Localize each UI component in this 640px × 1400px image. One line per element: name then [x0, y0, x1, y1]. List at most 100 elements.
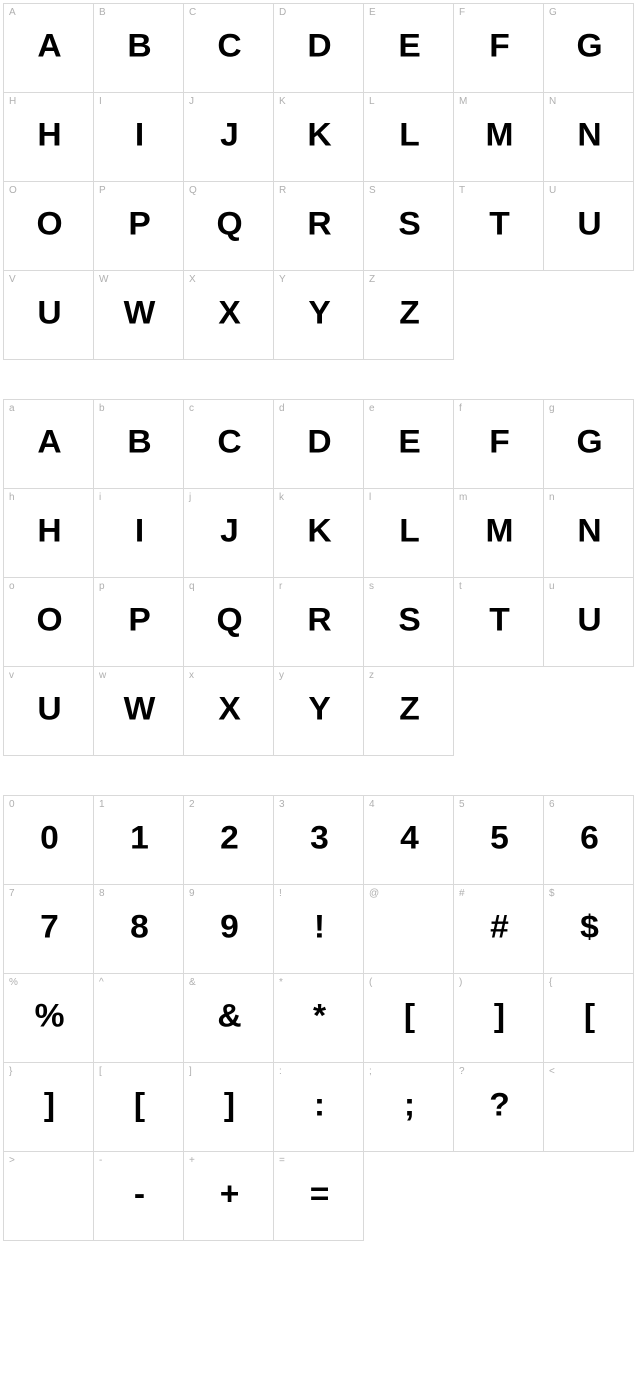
glyph-grid: 00112233445566778899!!@##$$%%^&&**([)]{[…	[4, 796, 634, 1241]
glyph-cell: ++	[183, 1151, 274, 1241]
glyph: J	[220, 118, 238, 150]
glyph-cell: RR	[273, 181, 364, 271]
glyph: U	[37, 296, 60, 328]
glyph-label: :	[279, 1066, 282, 1077]
glyph: W	[123, 692, 154, 724]
glyph: H	[37, 514, 60, 546]
glyph-label: E	[369, 7, 376, 18]
glyph-cell: 33	[273, 795, 364, 885]
glyph-label: C	[189, 7, 196, 18]
glyph-label: f	[459, 403, 462, 414]
glyph: L	[399, 118, 418, 150]
glyph-label: ^	[99, 977, 104, 988]
glyph-cell: 88	[93, 884, 184, 974]
glyph-label: J	[189, 96, 194, 107]
glyph: S	[398, 603, 419, 635]
glyph-label: N	[549, 96, 556, 107]
glyph-label: D	[279, 7, 286, 18]
glyph: ]	[493, 999, 503, 1031]
glyph-label: )	[459, 977, 462, 988]
glyph-label: [	[99, 1066, 102, 1077]
glyph: T	[489, 207, 508, 239]
glyph-label: G	[549, 7, 557, 18]
glyph-grid: AABBCCDDEEFFGGHHIIJJKKLLMMNNOOPPQQRRSSTT…	[4, 4, 634, 360]
glyph-label: 7	[9, 888, 15, 899]
glyph-cell: EE	[363, 3, 454, 93]
glyph-label: +	[189, 1155, 195, 1166]
glyph-label: R	[279, 185, 286, 196]
glyph: H	[37, 118, 60, 150]
glyph-label: V	[9, 274, 16, 285]
glyph-label: L	[369, 96, 375, 107]
glyph: 8	[130, 910, 148, 942]
glyph-label: U	[549, 185, 556, 196]
glyph: L	[399, 514, 418, 546]
glyph: P	[128, 603, 149, 635]
glyph-cell: MM	[453, 92, 544, 182]
glyph-label: n	[549, 492, 555, 503]
glyph: 2	[220, 821, 238, 853]
glyph: !	[313, 910, 323, 942]
glyph-cell: ZZ	[363, 270, 454, 360]
glyph-cell: mM	[453, 488, 544, 578]
glyph: F	[489, 29, 508, 61]
glyph-cell: BB	[93, 3, 184, 93]
glyph: *	[312, 999, 324, 1031]
glyph-cell: ;;	[363, 1062, 454, 1152]
glyph-label: 0	[9, 799, 15, 810]
glyph-label: =	[279, 1155, 285, 1166]
glyph-label: ;	[369, 1066, 372, 1077]
glyph-label: }	[9, 1066, 12, 1077]
glyph-cell: !!	[273, 884, 364, 974]
glyph-cell: 77	[3, 884, 94, 974]
glyph-label: p	[99, 581, 105, 592]
glyph-label: l	[369, 492, 371, 503]
glyph: K	[307, 514, 330, 546]
glyph-cell: FF	[453, 3, 544, 93]
glyph-cell: rR	[273, 577, 364, 667]
glyph-label: ]	[189, 1066, 192, 1077]
glyph: 5	[490, 821, 508, 853]
glyph: X	[218, 692, 239, 724]
glyph-cell: AA	[3, 3, 94, 93]
glyph-label: e	[369, 403, 375, 414]
glyph: T	[489, 603, 508, 635]
glyph-cell: <	[543, 1062, 634, 1152]
glyph-cell: 66	[543, 795, 634, 885]
character-chart-symbols: 00112233445566778899!!@##$$%%^&&**([)]{[…	[4, 796, 636, 1241]
glyph-cell: ([	[363, 973, 454, 1063]
glyph: [	[583, 999, 593, 1031]
glyph-label: d	[279, 403, 285, 414]
empty-cell	[453, 666, 544, 756]
glyph-label: W	[99, 274, 108, 285]
glyph-label: T	[459, 185, 465, 196]
glyph: E	[398, 29, 419, 61]
glyph-cell: sS	[363, 577, 454, 667]
glyph: [	[133, 1088, 143, 1120]
glyph-label: b	[99, 403, 105, 414]
glyph-cell: 44	[363, 795, 454, 885]
glyph-cell: SS	[363, 181, 454, 271]
glyph-cell: vU	[3, 666, 94, 756]
glyph: P	[128, 207, 149, 239]
glyph-label: 6	[549, 799, 555, 810]
glyph: #	[490, 910, 508, 942]
glyph: 0	[40, 821, 58, 853]
glyph-label: r	[279, 581, 282, 592]
glyph-cell: pP	[93, 577, 184, 667]
glyph-cell: bB	[93, 399, 184, 489]
glyph-cell: xX	[183, 666, 274, 756]
glyph-label: 8	[99, 888, 105, 899]
glyph-cell: QQ	[183, 181, 274, 271]
glyph: S	[398, 207, 419, 239]
glyph-label: i	[99, 492, 101, 503]
glyph: 1	[130, 821, 148, 853]
glyph: N	[577, 118, 600, 150]
glyph-cell: jJ	[183, 488, 274, 578]
glyph: Z	[399, 692, 418, 724]
glyph-label: Q	[189, 185, 197, 196]
glyph-label: x	[189, 670, 194, 681]
glyph-cell: XX	[183, 270, 274, 360]
glyph-label: v	[9, 670, 14, 681]
glyph-label: B	[99, 7, 106, 18]
